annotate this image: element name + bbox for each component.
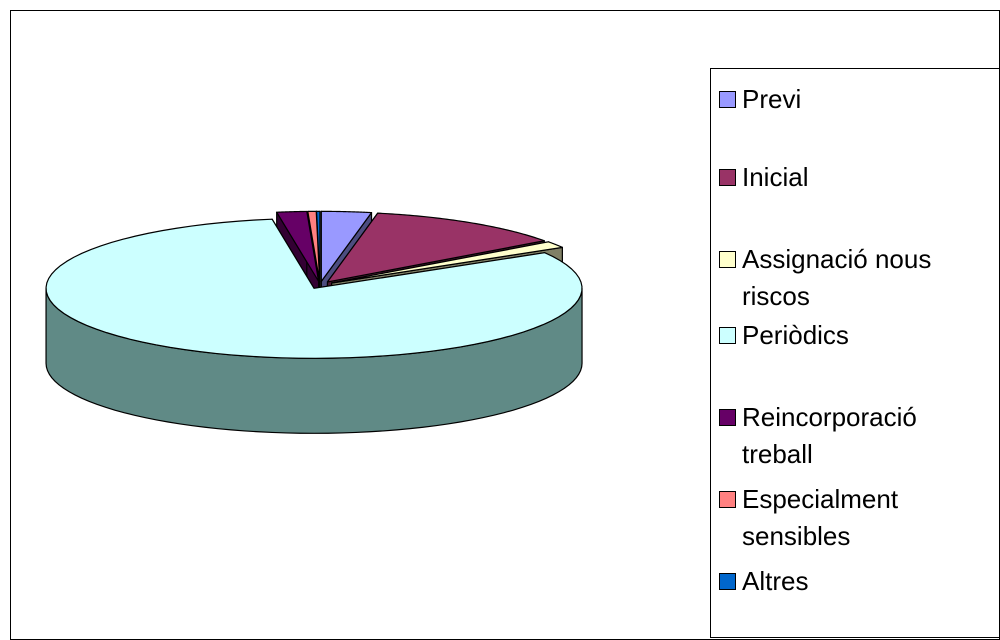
legend-swatch [719,327,736,344]
legend-label: Reincorporació treball [742,402,917,469]
legend-item: Altres [719,563,989,600]
slice [326,212,545,283]
legend-swatch [719,573,736,590]
slice [315,210,321,282]
slice [320,210,373,282]
legend-swatch [719,251,736,268]
legend-label: Inicial [742,162,809,192]
legend-item: Inicial [719,159,989,196]
slice [307,210,321,282]
legend-item: Reincorporació treball [719,399,989,473]
legend-swatch [719,91,736,108]
legend-item: Especialment sensibles [719,481,989,555]
legend: Previ Inicial Assignació nous riscos Periòd… [710,68,1000,638]
slice [45,218,583,359]
legend-label: Periòdics [742,320,849,350]
legend-label: Altres [742,566,809,596]
legend-swatch [719,409,736,426]
legend-label: Especialment sensibles [742,484,899,551]
slice [276,210,320,282]
legend-item: Previ [719,81,989,118]
legend-label: Assignació nous riscos [742,244,932,311]
legend-item: Assignació nous riscos [719,241,989,315]
legend-swatch [719,491,736,508]
slice [331,241,563,284]
legend-swatch [719,169,736,186]
legend-label: Previ [742,84,802,114]
legend-item: Periòdics [719,317,989,354]
